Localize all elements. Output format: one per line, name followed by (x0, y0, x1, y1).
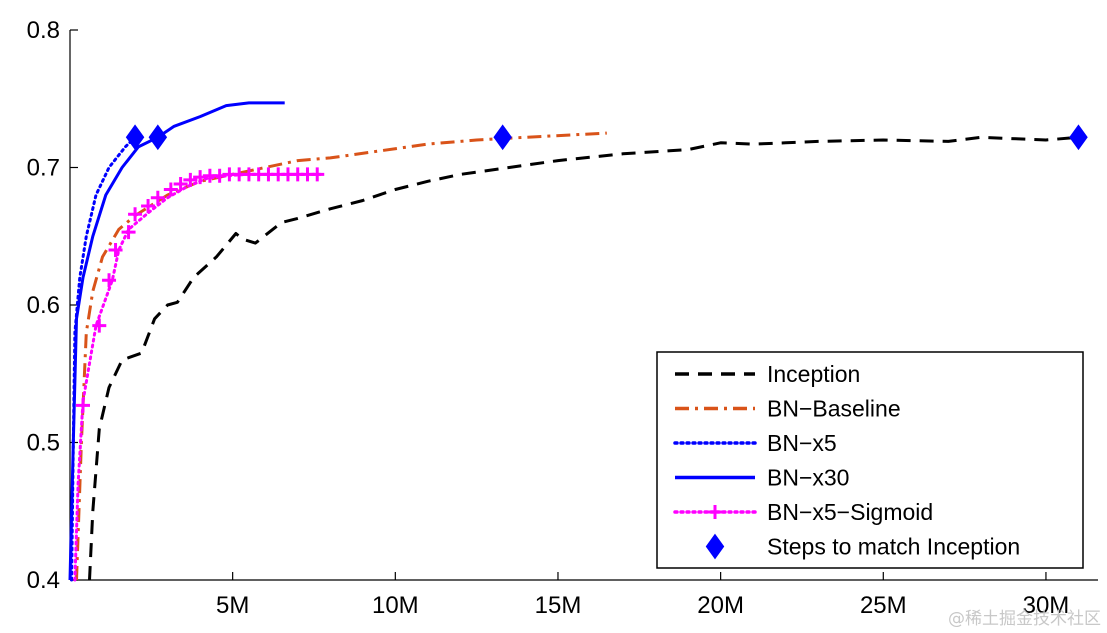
legend-entry: Steps to match Inception (705, 533, 1020, 560)
series-layer (68, 101, 1088, 582)
series-point (125, 124, 145, 151)
series-line (88, 135, 1079, 581)
legend-entry: BN−x30 (675, 465, 849, 491)
y-tick-label: 0.8 (27, 17, 60, 44)
y-tick-label: 0.6 (27, 292, 60, 319)
legend-label: Inception (767, 361, 860, 387)
x-tick-label: 15M (535, 592, 582, 619)
legend-entry: BN−x5 (673, 430, 837, 456)
legend-label: Steps to match Inception (767, 534, 1020, 560)
legend-marker (705, 533, 725, 560)
legend-entry: BN−Baseline (675, 396, 901, 422)
legend-label: BN−x30 (767, 465, 849, 491)
series-line (73, 172, 322, 582)
watermark-text: @稀土掘金技术社区 (948, 609, 1101, 629)
series-point (141, 199, 156, 213)
legend-label: BN−x5 (767, 430, 837, 456)
series-point (1069, 124, 1088, 151)
legend-entry: BN−x5−Sigmoid (673, 499, 933, 525)
axes: 0.4 0.5 0.6 0.7 0.8 5M 10M 15M 20M 25M 30M (27, 17, 1098, 619)
series-point (493, 124, 512, 151)
legend-box (656, 351, 1084, 569)
x-tick-label: 30M (1023, 592, 1070, 619)
series-1 (75, 131, 607, 581)
series-point (173, 177, 188, 191)
legend-entry: Inception (675, 361, 860, 387)
series-point (76, 398, 91, 413)
series-point (163, 182, 178, 197)
series-5 (125, 124, 1088, 151)
series-point (121, 225, 136, 240)
x-tick-label: 5M (216, 592, 249, 619)
series-point (150, 190, 165, 205)
series-line (75, 131, 607, 581)
series-0 (88, 135, 1079, 581)
series-point (148, 124, 168, 151)
legend-label: BN−Baseline (767, 396, 901, 422)
legend-label: BN−x5−Sigmoid (767, 499, 933, 525)
y-tick-label: 0.4 (27, 567, 60, 594)
y-tick-label: 0.7 (27, 155, 60, 182)
series-point (128, 207, 143, 222)
legend-marker (708, 505, 722, 519)
series-point (108, 243, 123, 257)
series-point (92, 318, 107, 333)
legend: Inception BN−Baseline BN−x5 BN−x30 BN−x5−Sig… (656, 351, 1084, 569)
series-4 (73, 167, 325, 582)
series-point (102, 273, 117, 288)
x-tick-label: 25M (860, 592, 907, 619)
series-point (183, 172, 198, 187)
x-tick-label: 10M (372, 592, 419, 619)
series-point (310, 167, 325, 182)
y-tick-label: 0.5 (27, 430, 60, 457)
x-tick-label: 20M (697, 592, 744, 619)
series-3 (68, 101, 285, 581)
series-line (68, 101, 285, 581)
